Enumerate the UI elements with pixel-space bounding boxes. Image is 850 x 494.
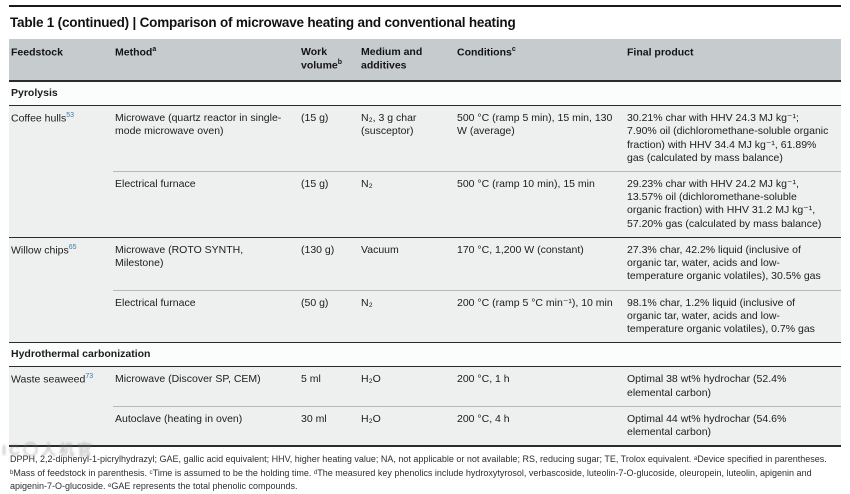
- cell-medium: N₂: [359, 171, 455, 238]
- cell-work-volume: 5 ml: [299, 366, 359, 407]
- citation-ref[interactable]: 73: [85, 373, 94, 381]
- column-header-final-product: Final product: [625, 39, 841, 82]
- table-row: Coffee hulls53 Microwave (quartz reactor…: [9, 105, 841, 238]
- table-row: Electrical furnace (50 g) N₂ 200 °C (ram…: [9, 289, 841, 343]
- cell-final-product: 98.1% char, 1.2% liquid (inclusive of or…: [625, 289, 841, 343]
- cell-method: Electrical furnace: [113, 289, 299, 343]
- cell-feedstock: Waste seaweed73: [9, 366, 113, 447]
- cell-method: Electrical furnace: [113, 171, 299, 238]
- section-row-pyrolysis: Pyrolysis: [9, 80, 841, 107]
- section-header-hydrothermal: Hydrothermal carbonization: [9, 342, 841, 368]
- cell-final-product: 27.3% char, 42.2% liquid (inclusive of o…: [625, 236, 841, 291]
- cell-conditions: 500 °C (ramp 5 min), 15 min, 130 W (aver…: [455, 105, 625, 172]
- column-footnote-marker: c: [511, 46, 516, 53]
- table-title: Table 1 (continued) | Comparison of micr…: [10, 15, 516, 30]
- cell-work-volume: (130 g): [299, 236, 359, 291]
- cell-conditions: 200 °C, 1 h: [455, 366, 625, 407]
- feedstock-name: Willow chips: [11, 244, 69, 257]
- table-footnote: DPPH, 2,2-diphenyl-1-picrylhydrazyl; GAE…: [10, 454, 827, 492]
- column-footnote-marker: a: [152, 46, 157, 53]
- cell-medium: H₂O: [359, 405, 455, 447]
- cell-method: Autoclave (heating in oven): [113, 405, 299, 447]
- citation-ref[interactable]: 53: [66, 112, 75, 120]
- cell-work-volume: (15 g): [299, 171, 359, 238]
- cell-conditions: 170 °C, 1,200 W (constant): [455, 236, 625, 291]
- citation-ref[interactable]: 65: [68, 243, 77, 251]
- table-row: Waste seaweed73 Microwave (Discover SP, …: [9, 366, 841, 447]
- header-row: Feedstock Methoda Work volumeb Medium an…: [9, 39, 841, 82]
- section-header-pyrolysis: Pyrolysis: [9, 80, 841, 107]
- feedstock-name: Coffee hulls: [11, 112, 67, 125]
- column-header-method: Methoda: [113, 39, 299, 82]
- cell-medium: Vacuum: [359, 236, 455, 291]
- column-label: Work volume: [301, 46, 338, 72]
- cell-work-volume: 30 ml: [299, 405, 359, 447]
- column-header-work-volume: Work volumeb: [299, 39, 359, 82]
- cell-medium: N₂, 3 g char (susceptor): [359, 105, 455, 172]
- cell-method: Microwave (ROTO SYNTH, Milestone): [113, 236, 299, 291]
- cell-conditions: 200 °C, 4 h: [455, 405, 625, 447]
- table-row: Electrical furnace (15 g) N₂ 500 °C (ram…: [9, 171, 841, 238]
- cell-feedstock: Willow chips65: [9, 236, 113, 343]
- column-header-medium: Medium and additives: [359, 39, 455, 82]
- page: Table 1 (continued) | Comparison of micr…: [0, 5, 850, 494]
- column-label: Medium and additives: [361, 46, 423, 72]
- column-label: Method: [115, 46, 153, 59]
- cell-final-product: 30.21% char with HHV 24.3 MJ kg⁻¹; 7.90%…: [625, 105, 841, 172]
- table-row: Willow chips65 Microwave (ROTO SYNTH, Mi…: [9, 236, 841, 343]
- column-header-feedstock: Feedstock: [9, 39, 113, 82]
- cell-conditions: 500 °C (ramp 10 min), 15 min: [455, 171, 625, 238]
- cell-medium: H₂O: [359, 366, 455, 407]
- column-label: Feedstock: [11, 46, 63, 59]
- cell-final-product: 29.23% char with HHV 24.2 MJ kg⁻¹, 13.57…: [625, 171, 841, 238]
- cell-method: Microwave (quartz reactor in single-mode…: [113, 105, 299, 172]
- cell-work-volume: (50 g): [299, 289, 359, 343]
- feedstock-name: Waste seaweed: [11, 373, 86, 386]
- cell-conditions: 200 °C (ramp 5 °C min⁻¹), 10 min: [455, 289, 625, 343]
- cell-final-product: Optimal 44 wt% hydrochar (54.6% elementa…: [625, 405, 841, 447]
- column-label: Final product: [627, 46, 694, 59]
- comparison-table: Feedstock Methoda Work volumeb Medium an…: [9, 39, 841, 448]
- cell-work-volume: (15 g): [299, 105, 359, 172]
- section-row-hydrothermal: Hydrothermal carbonization: [9, 342, 841, 368]
- cell-feedstock: Coffee hulls53: [9, 105, 113, 238]
- column-header-conditions: Conditionsc: [455, 39, 625, 82]
- cell-method: Microwave (Discover SP, CEM): [113, 366, 299, 407]
- column-label: Conditions: [457, 46, 512, 59]
- table-row: Autoclave (heating in oven) 30 ml H₂O 20…: [9, 405, 841, 447]
- cell-final-product: Optimal 38 wt% hydrochar (52.4% elementa…: [625, 366, 841, 407]
- top-rule: [9, 5, 841, 7]
- cell-medium: N₂: [359, 289, 455, 343]
- column-footnote-marker: b: [337, 59, 343, 67]
